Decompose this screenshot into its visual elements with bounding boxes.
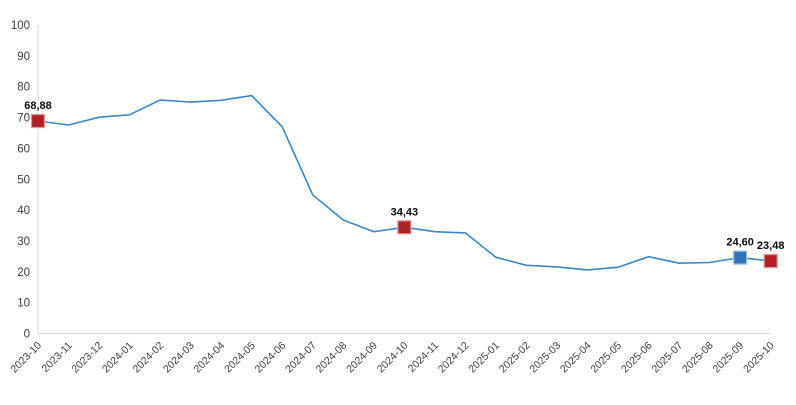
y-axis-label: 10 [17,298,30,310]
x-axis-label: 2024-08 [314,340,350,376]
y-axis-label: 40 [17,205,30,217]
x-axis-label: 2025-08 [680,340,716,376]
x-axis-label: 2025-03 [527,340,563,376]
y-axis-label: 30 [17,236,30,248]
x-axis-label: 2024-12 [436,340,472,376]
x-axis-label: 2025-10 [741,340,777,376]
y-axis-label: 50 [17,174,30,186]
x-axis-label: 2023-12 [69,340,105,376]
data-point-marker[interactable] [30,113,46,129]
y-axis-label: 70 [17,113,30,125]
x-axis-label: 2024-05 [222,340,258,376]
x-axis-label: 2025-06 [619,340,655,376]
y-axis-label: 20 [17,267,30,279]
x-axis-label: 2025-02 [497,340,533,376]
x-axis-label: 2024-02 [130,340,166,376]
data-point-label: 68,88 [24,100,52,112]
x-axis-label: 2024-07 [283,340,319,376]
x-axis-label: 2024-10 [375,340,411,376]
data-point-label: 24,60 [726,237,754,249]
x-axis-label: 2025-09 [711,340,747,376]
y-axis-label: 0 [24,329,30,341]
y-axis-label: 60 [17,143,30,155]
x-axis-label: 2024-06 [253,340,289,376]
x-axis-label: 2023-10 [8,340,44,376]
x-axis-label: 2024-03 [161,340,197,376]
x-axis-label: 2024-04 [192,340,228,376]
data-point-marker[interactable] [733,250,748,265]
data-point-marker[interactable] [763,253,778,269]
x-axis-label: 2025-05 [588,340,624,376]
x-axis-label: 2025-07 [649,340,685,376]
y-axis-label: 80 [17,82,30,94]
x-axis-label: 2025-01 [466,340,502,376]
data-point-label: 23,48 [757,240,785,252]
series-line [37,94,772,271]
x-axis-label: 2024-09 [344,340,380,376]
x-axis-label: 2025-04 [558,340,594,376]
data-point-label: 34,43 [391,206,419,218]
x-axis-label: 2024-11 [406,340,441,375]
x-axis-label: 2024-01 [100,340,136,376]
y-axis-label: 100 [11,20,30,32]
data-point-marker[interactable] [397,220,412,235]
y-axis-label: 90 [17,51,30,63]
x-axis-label: 2023-11 [39,340,74,375]
